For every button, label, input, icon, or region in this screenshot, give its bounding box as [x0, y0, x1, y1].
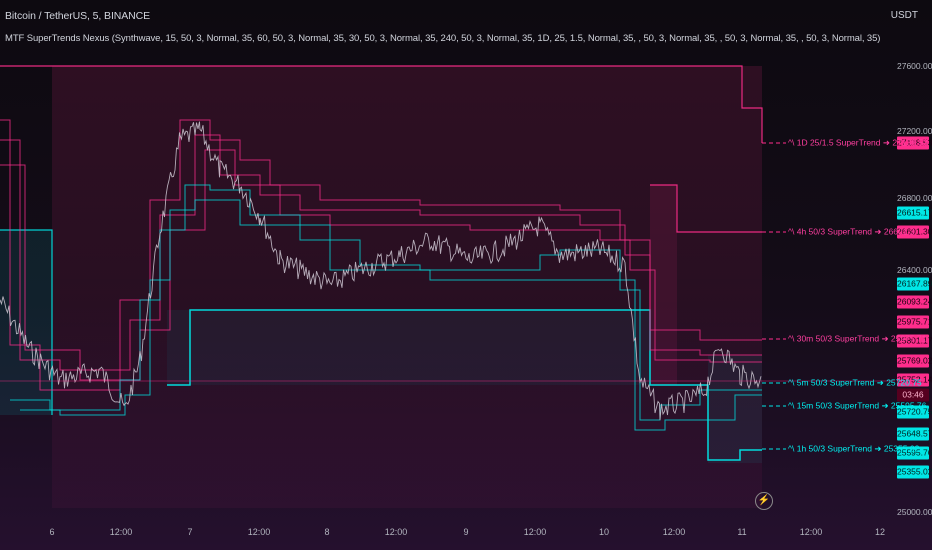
price-badge: 25801.17 [897, 334, 932, 348]
currency-label[interactable]: USDT [890, 10, 918, 21]
supertrend-label: ^\ 30m 50/3 SuperTrend ➜ 25975.71 [788, 333, 927, 344]
price-badge: 26601.30 [897, 225, 932, 239]
price-badge: 03:46 [897, 388, 929, 402]
time-tick: 9 [463, 527, 469, 537]
indicator-legend[interactable]: MTF SuperTrends Nexus (Synthwave, 15, 50… [5, 33, 881, 44]
time-tick: 12:00 [799, 527, 823, 537]
price-badge: 25720.75 [897, 405, 932, 419]
supertrend-step-line [167, 309, 762, 461]
price-badge: 26167.89 [897, 277, 932, 291]
time-tick: 12:00 [384, 527, 408, 537]
price-badge: 26093.24 [897, 295, 932, 309]
late-pink-band [650, 185, 677, 385]
supertrend-label: ^\ 1h 50/3 SuperTrend ➜ 25355.02 [788, 443, 920, 454]
price-badge: 25355.02 [897, 465, 932, 479]
price-badge: 27138.53 [897, 136, 932, 150]
supertrend-step-line [20, 199, 762, 431]
price-series [0, 121, 762, 420]
price-tick: 27600.00 [897, 61, 932, 71]
early-cyan-band [0, 230, 52, 415]
supertrend-label: ^\ 5m 50/3 SuperTrend ➜ 25720.75 [788, 377, 922, 388]
price-tick: 26800.00 [897, 193, 932, 203]
supertrend-label: ^\ 4h 50/3 SuperTrend ➜ 26601.3 [788, 226, 915, 237]
time-tick: 12:00 [109, 527, 133, 537]
price-tick: 26400.00 [897, 265, 932, 275]
price-badge: 25752.14 [897, 373, 932, 387]
time-tick: 10 [598, 527, 610, 537]
supertrend-step-line [650, 184, 762, 233]
price-badge: 25769.02 [897, 354, 932, 368]
supertrend-lines [0, 65, 763, 461]
price-badge: 26615.17 [897, 206, 932, 220]
price-tick: 25000.00 [897, 507, 932, 517]
price-tick: 27200.00 [897, 126, 932, 136]
supertrend-label: ^\ 1D 25/1.5 SuperTrend ➜ 27138.53 [788, 137, 928, 148]
hourly-cyan-band [167, 310, 650, 385]
symbol-title[interactable]: Bitcoin / TetherUS, 5, BINANCE [5, 10, 151, 22]
time-tick: 6 [49, 527, 55, 537]
price-badge: 25975.71 [897, 315, 932, 329]
bolt-icon[interactable]: ⚡ [755, 492, 773, 510]
time-tick: 12 [874, 527, 886, 537]
price-badge: 25595.76 [897, 446, 932, 460]
supertrend-step-line [0, 229, 53, 415]
time-tick: 8 [324, 527, 330, 537]
supertrend-label: ^\ 15m 50/3 SuperTrend ➜ 25595.76 [788, 400, 927, 411]
supertrend-step-line [0, 149, 762, 381]
time-tick: 12:00 [662, 527, 686, 537]
time-tick: 12:00 [523, 527, 547, 537]
time-tick: 11 [737, 527, 747, 537]
time-tick: 7 [187, 527, 193, 537]
supertrend-step-line [0, 65, 763, 143]
price-line [0, 121, 762, 420]
price-badge: 25648.57 [897, 427, 932, 441]
time-tick: 12:00 [247, 527, 271, 537]
